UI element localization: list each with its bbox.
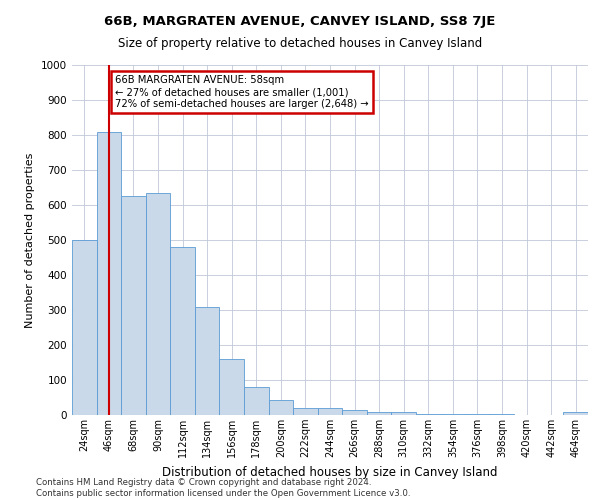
- Bar: [146, 192, 170, 415]
- Bar: [195, 306, 220, 415]
- Y-axis label: Number of detached properties: Number of detached properties: [25, 152, 35, 328]
- Bar: [269, 400, 293, 415]
- Bar: [465, 414, 490, 415]
- Bar: [318, 408, 342, 415]
- Bar: [72, 240, 97, 415]
- Text: 66B, MARGRATEN AVENUE, CANVEY ISLAND, SS8 7JE: 66B, MARGRATEN AVENUE, CANVEY ISLAND, SS…: [104, 15, 496, 28]
- Bar: [170, 247, 195, 415]
- Bar: [121, 196, 146, 415]
- Bar: [440, 414, 465, 415]
- Bar: [391, 412, 416, 415]
- Bar: [293, 408, 318, 415]
- X-axis label: Distribution of detached houses by size in Canvey Island: Distribution of detached houses by size …: [162, 466, 498, 478]
- Text: Contains HM Land Registry data © Crown copyright and database right 2024.
Contai: Contains HM Land Registry data © Crown c…: [36, 478, 410, 498]
- Bar: [220, 359, 244, 415]
- Text: Size of property relative to detached houses in Canvey Island: Size of property relative to detached ho…: [118, 38, 482, 51]
- Bar: [342, 410, 367, 415]
- Bar: [490, 414, 514, 415]
- Text: 66B MARGRATEN AVENUE: 58sqm
← 27% of detached houses are smaller (1,001)
72% of : 66B MARGRATEN AVENUE: 58sqm ← 27% of det…: [115, 76, 368, 108]
- Bar: [416, 414, 440, 415]
- Bar: [563, 412, 588, 415]
- Bar: [244, 387, 269, 415]
- Bar: [97, 132, 121, 415]
- Bar: [367, 412, 391, 415]
